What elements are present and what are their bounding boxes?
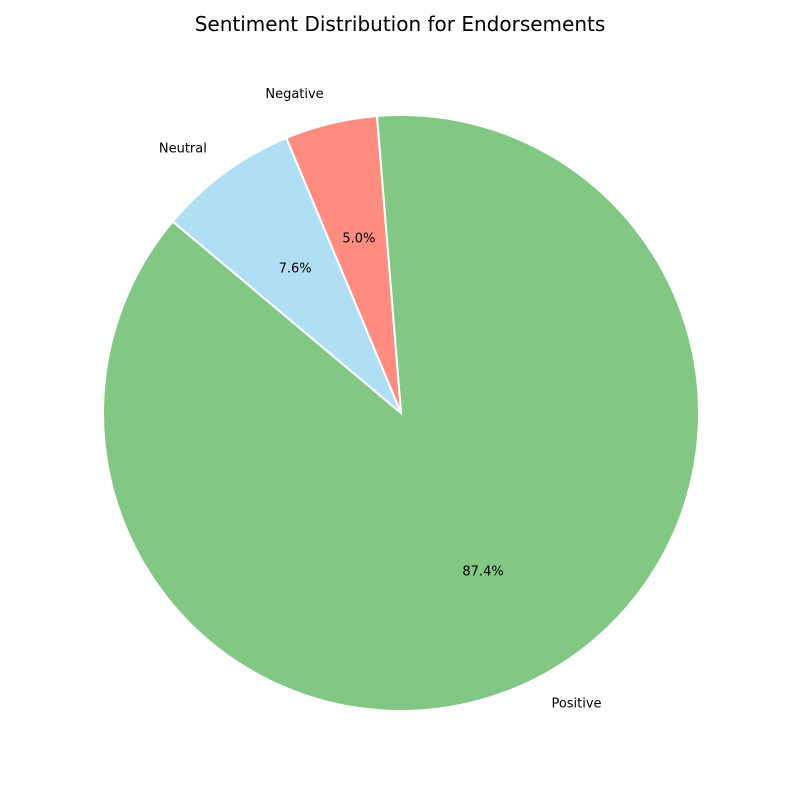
slice-label-neutral: Neutral [159, 141, 207, 156]
slice-label-negative: Negative [265, 87, 323, 102]
pie-slices [102, 114, 700, 712]
pie-labels: Positive 87.4% Negative 5.0% Neutral 7.6% [159, 87, 602, 712]
chart-title: Sentiment Distribution for Endorsements [195, 12, 606, 36]
pie-slice-neutral [171, 136, 402, 414]
pct-label-positive: 87.4% [462, 564, 503, 579]
slice-label-positive: Positive [551, 697, 601, 712]
pct-label-neutral: 7.6% [279, 261, 312, 276]
pct-label-negative: 5.0% [342, 232, 375, 247]
